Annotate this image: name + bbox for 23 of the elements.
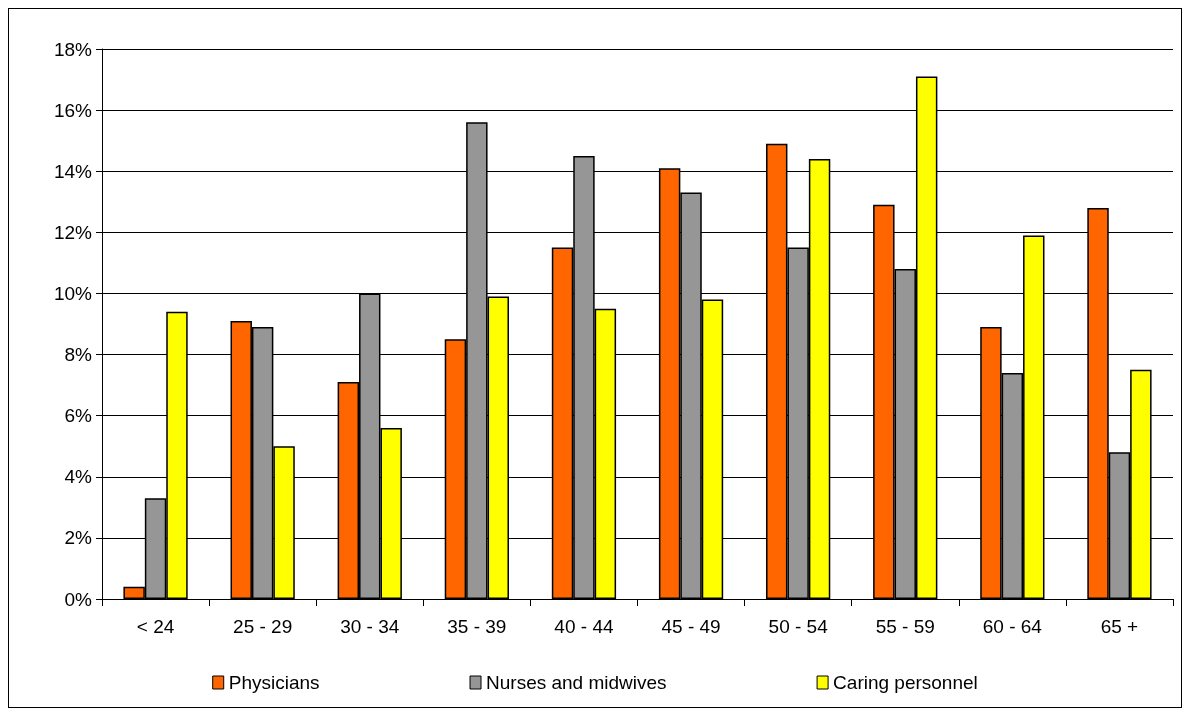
y-tick-label: 12%: [53, 221, 93, 243]
x-tick-label: 50 - 54: [768, 616, 829, 637]
x-tick-label: 35 - 39: [447, 616, 507, 637]
legend-label: Physicians: [228, 672, 320, 693]
x-tick-label: 60 - 64: [982, 616, 1043, 637]
y-tick-label: 2%: [64, 527, 93, 549]
legend-label: Caring personnel: [833, 672, 978, 693]
y-tick-label: 0%: [64, 588, 93, 610]
legend-label: Nurses and midwives: [486, 672, 667, 693]
y-tick-label: 8%: [64, 344, 93, 366]
y-tick-label: 4%: [64, 466, 93, 488]
x-tick-label: 25 - 29: [233, 616, 293, 637]
y-tick-label: 6%: [64, 405, 93, 427]
x-tick-label: 55 - 59: [875, 616, 935, 637]
x-tick-label: 30 - 34: [340, 616, 400, 637]
y-tick-label: 10%: [53, 282, 93, 304]
x-tick-label: < 24: [136, 616, 175, 637]
y-tick-label: 14%: [53, 160, 93, 182]
y-tick-label: 16%: [53, 99, 93, 121]
x-tick-label: 40 - 44: [554, 616, 614, 637]
x-tick-label: 65 +: [1100, 616, 1139, 637]
x-tick-label: 45 - 49: [661, 616, 721, 637]
y-tick-label: 18%: [53, 38, 93, 60]
